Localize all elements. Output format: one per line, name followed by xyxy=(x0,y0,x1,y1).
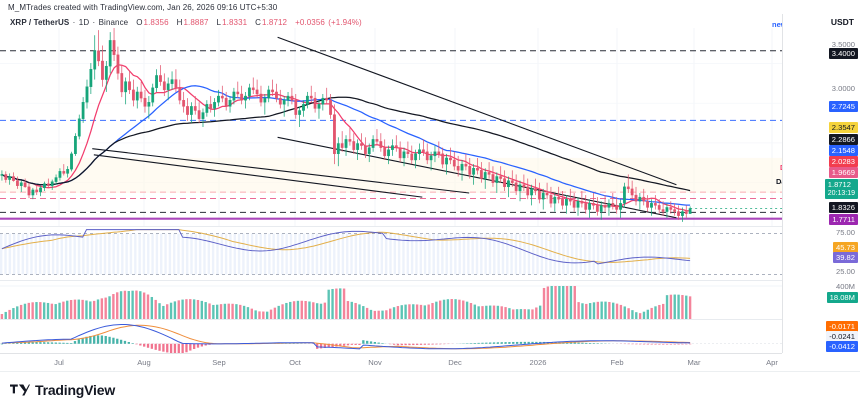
tradingview-mark-icon xyxy=(10,384,30,396)
close-label: C xyxy=(255,18,262,27)
price-level-pill-6[interactable]: 1.9669 xyxy=(828,167,858,178)
time-label-oct: Oct xyxy=(289,358,301,367)
price-level-pill-5[interactable]: 2.0283 xyxy=(828,156,858,167)
macd-chart-svg xyxy=(0,324,782,353)
attribution-text: M_MTrades created with TradingView.com, … xyxy=(8,3,278,12)
price-level-pill-4[interactable]: 2.1548 xyxy=(828,145,858,156)
time-label-jul: Jul xyxy=(54,358,64,367)
interval-label[interactable]: 1D xyxy=(78,18,90,27)
high-value: 1.8887 xyxy=(183,18,209,27)
price-level-pill-8[interactable]: 1.7711 xyxy=(829,214,858,225)
rsi-pane[interactable] xyxy=(0,228,782,280)
macd-value-pill-2[interactable]: -0.0412 xyxy=(826,341,858,352)
rsi-value-pill-1[interactable]: 39.82 xyxy=(832,252,858,263)
time-label-sep: Sep xyxy=(212,358,226,367)
price-axis-currency: USDT xyxy=(830,17,854,27)
time-axis[interactable]: Jul Aug Sep Oct Nov Dec 2026 Feb Mar Apr xyxy=(0,353,782,371)
volume-pane[interactable] xyxy=(0,282,782,320)
macd-value-pill-0[interactable]: -0.0171 xyxy=(826,321,858,332)
volume-chart-svg xyxy=(0,285,782,320)
symbol-sep-1: · xyxy=(72,18,76,27)
rsi-value-pill-0[interactable]: 45.73 xyxy=(832,242,858,253)
current-price-pill[interactable]: 1.8712 20:13:19 xyxy=(824,179,858,199)
macd-value-pill-1[interactable]: -0.0241 xyxy=(826,331,858,342)
pane-divider-1 xyxy=(0,226,782,227)
price-tick-1: 3.0000 xyxy=(831,84,855,93)
symbol-name[interactable]: XRP / TetherUS xyxy=(10,18,70,27)
time-label-dec: Dec xyxy=(448,358,462,367)
time-label-feb: Feb xyxy=(610,358,624,367)
pane-divider-3 xyxy=(0,319,782,320)
low-label: L xyxy=(216,18,222,27)
price-pane[interactable] xyxy=(0,28,782,226)
volume-value-pill-0[interactable]: 18.08M xyxy=(826,292,858,303)
price-tick-0: 3.5000 xyxy=(831,40,855,49)
footer-bar: TradingView xyxy=(0,371,860,411)
tradingview-wordmark: TradingView xyxy=(35,382,116,398)
price-axis[interactable]: USDT 3.5000 3.0000 3.4000 2.7245 2.3547 2.286… xyxy=(782,14,860,353)
open-label: O xyxy=(136,18,143,27)
change-absolute: +0.0356 xyxy=(295,18,325,27)
low-value: 1.8331 xyxy=(222,18,248,27)
price-chart-svg xyxy=(0,28,782,226)
price-level-pill-0[interactable]: 3.4000 xyxy=(828,48,858,59)
price-level-pill-7[interactable]: 1.8326 xyxy=(828,202,858,213)
price-level-pill-2[interactable]: 2.3547 xyxy=(828,122,858,133)
volume-tick-0: 400M xyxy=(836,282,855,291)
pane-divider-2 xyxy=(0,280,782,281)
open-value: 1.8356 xyxy=(143,18,169,27)
time-label-2026: 2026 xyxy=(529,358,547,367)
exchange-label[interactable]: Binance xyxy=(98,18,129,27)
rsi-tick-0: 75.00 xyxy=(835,228,855,237)
rsi-chart-svg xyxy=(0,229,782,275)
change-percent: (+1.94%) xyxy=(328,18,362,27)
time-label-mar: Mar xyxy=(687,358,701,367)
price-level-pill-3[interactable]: 2.2866 xyxy=(828,134,858,145)
tradingview-logo[interactable]: TradingView xyxy=(10,382,115,398)
close-value: 1.8712 xyxy=(262,18,288,27)
countdown-timer: 20:13:19 xyxy=(827,190,855,197)
time-label-nov: Nov xyxy=(368,358,382,367)
macd-pane[interactable] xyxy=(0,320,782,353)
rsi-tick-1: 25.00 xyxy=(835,267,855,276)
price-level-pill-1[interactable]: 2.7245 xyxy=(828,101,858,112)
symbol-sep-2: · xyxy=(92,18,96,27)
time-label-apr: Apr xyxy=(766,358,778,367)
time-label-aug: Aug xyxy=(137,358,151,367)
symbol-info-line: XRP / TetherUS · 1D · Binance O1.8356 H1… xyxy=(10,18,363,27)
high-label: H xyxy=(176,18,183,27)
